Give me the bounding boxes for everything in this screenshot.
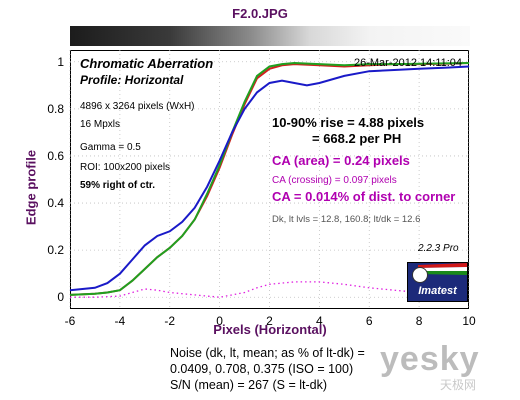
watermark-sub: 天极网 (440, 378, 477, 392)
x-tick-label: -4 (115, 314, 126, 328)
imatest-logo: Imatest (407, 262, 468, 302)
y-tick-label: 0.6 (47, 149, 64, 163)
ca-crossing-result: CA (crossing) = 0.097 pixels (272, 175, 397, 186)
noise-line-2: 0.0409, 0.708, 0.375 (ISO = 100) (170, 362, 354, 376)
y-tick-label: 0.2 (47, 243, 64, 257)
series-lines (69, 61, 470, 298)
x-tick-label: 2 (266, 314, 273, 328)
series-line-2 (69, 65, 470, 292)
rise-per-ph: = 668.2 per PH (312, 131, 402, 146)
info-pixels: 4896 x 3264 pixels (WxH) (80, 101, 195, 112)
y-axis-label: Edge profile (23, 149, 39, 226)
logo-text: Imatest (418, 285, 457, 297)
x-tick-label: 8 (416, 314, 423, 328)
version-label: 2.2.3 Pro (418, 243, 459, 254)
profile-label: Profile: Horizontal (80, 73, 184, 87)
info-gamma: Gamma = 0.5 (80, 142, 141, 153)
logo-circle-icon (412, 267, 428, 283)
edge-profile-chart: -6 -4 -2 0 2 4 6 8 10 0 0.2 0.4 0.6 0.8 1 (47, 50, 476, 328)
info-mpxls: 16 Mpxls (80, 119, 121, 130)
plot-area (70, 50, 469, 309)
grid-lines (69, 50, 470, 309)
noise-line-1: Noise (dk, lt, mean; as % of lt-dk) = (170, 346, 365, 360)
rise-result: 10-90% rise = 4.88 pixels (272, 115, 425, 130)
chart-title: Chromatic Aberration (80, 56, 214, 71)
info-position: 59% right of ctr. (80, 180, 156, 191)
x-axis-label: Pixels (Horizontal) (213, 322, 327, 337)
info-roi: ROI: 100x200 pixels (80, 162, 171, 173)
x-tick-label: 6 (366, 314, 373, 328)
x-tick-label: 10 (462, 314, 476, 328)
noise-line-3: S/N (mean) = 267 (S = lt-dk) (170, 378, 328, 392)
x-tick-label: -6 (65, 314, 76, 328)
timestamp: 26-Mar-2012 14:11:04 (354, 57, 463, 69)
y-tick-label: 0 (57, 290, 64, 304)
logo-stripes-icon (418, 263, 467, 275)
ca-distance-result: CA = 0.014% of dist. to corner (272, 189, 456, 204)
y-tick-label: 1 (57, 55, 64, 69)
ca-area-result: CA (area) = 0.24 pixels (272, 153, 410, 168)
edge-gray-strip (70, 26, 470, 46)
x-tick-label: -2 (164, 314, 175, 328)
y-tick-label: 0.4 (47, 196, 64, 210)
x-tick-label: 4 (316, 314, 323, 328)
watermark-main: yesky (380, 340, 480, 378)
x-tick-label: 0 (216, 314, 223, 328)
file-title: F2.0.JPG (232, 6, 288, 21)
series-line-3 (70, 281, 470, 298)
y-tick-label: 0.8 (47, 102, 64, 116)
dark-light-levels: Dk, lt lvls = 12.8, 160.8; lt/dk = 12.6 (272, 214, 421, 225)
tick-labels: -6 -4 -2 0 2 4 6 8 10 0 0.2 0.4 0.6 0.8 1 (47, 55, 476, 328)
